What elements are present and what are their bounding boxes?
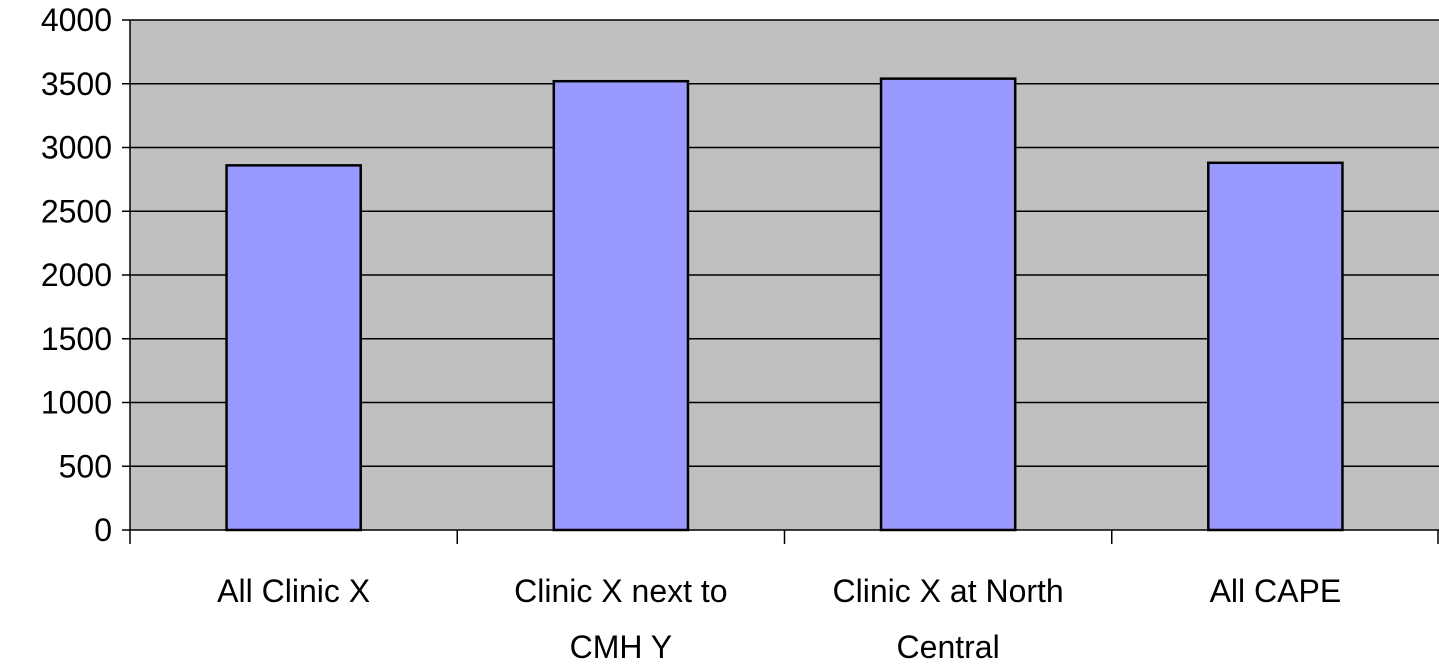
x-category-label: Clinic X at North	[833, 573, 1064, 609]
y-tick-label: 500	[59, 448, 112, 484]
x-axis-category-labels: All Clinic X Clinic X next to CMH Y Clinic …	[217, 573, 1341, 664]
y-tick-label: 0	[94, 512, 112, 548]
x-category-label: Central	[897, 629, 1000, 664]
y-tick-label: 1000	[41, 385, 112, 421]
bar-3	[879, 77, 1017, 532]
bar-1	[225, 164, 362, 532]
x-category-label: All Clinic X	[217, 573, 370, 609]
y-tick-label: 4000	[41, 2, 112, 38]
bar-2	[552, 79, 690, 532]
bars	[225, 77, 1344, 532]
axes	[122, 19, 1439, 544]
bar-4	[1207, 161, 1344, 532]
y-tick-label: 2500	[41, 193, 112, 229]
y-tick-label: 2000	[41, 257, 112, 293]
y-tick-label: 3000	[41, 130, 112, 166]
y-tick-label: 1500	[41, 321, 112, 357]
x-category-label: CMH Y	[570, 629, 673, 664]
y-tick-label: 3500	[41, 66, 112, 102]
x-category-label: Clinic X next to	[514, 573, 727, 609]
x-category-label: All CAPE	[1210, 573, 1342, 609]
y-axis-tick-labels: 0 500 1000 1500 2000 2500 3000 3500 4000	[41, 2, 112, 548]
